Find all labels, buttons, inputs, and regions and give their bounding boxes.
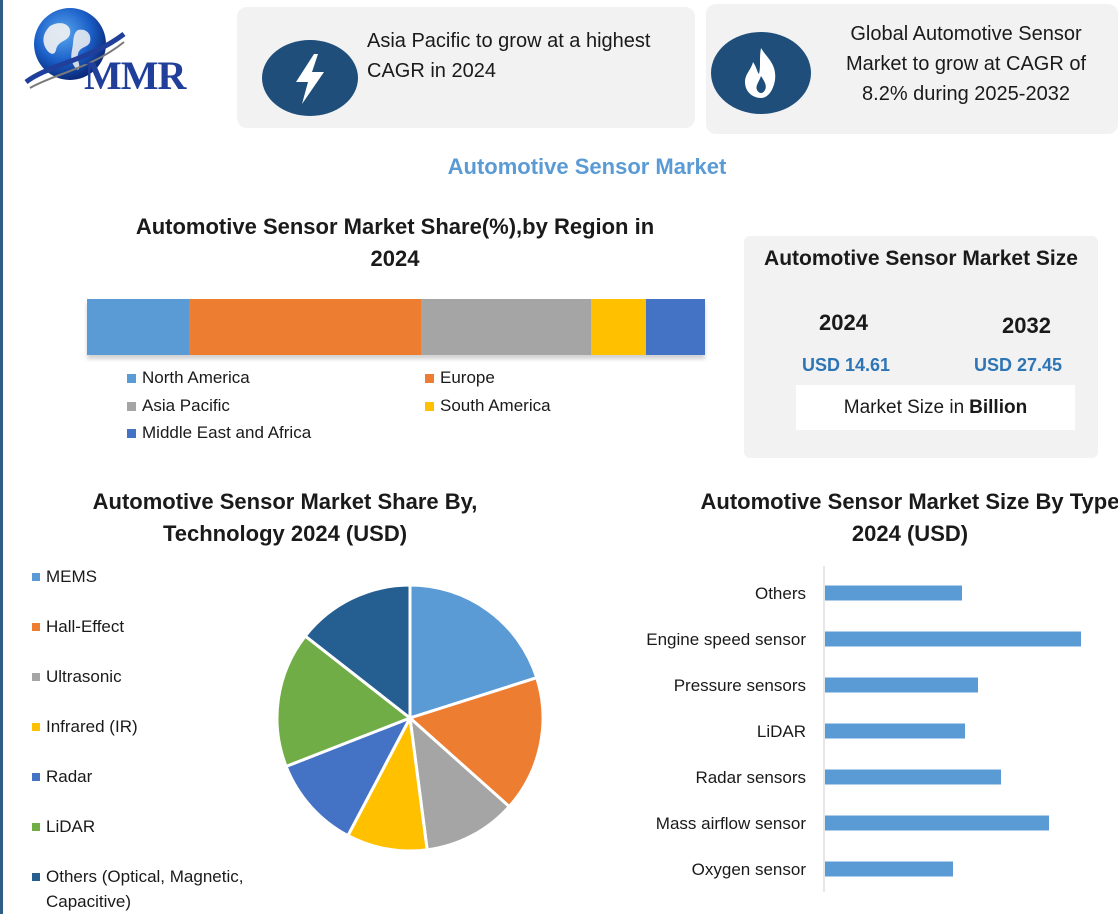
technology-legend-item: Infrared (IR) (32, 714, 272, 739)
type-bar-others (825, 585, 962, 601)
callout-text: Asia Pacific to grow at a highest CAGR i… (367, 30, 651, 82)
region-legend-item: Asia Pacific (127, 396, 230, 416)
technology-legend-item: Ultrasonic (32, 664, 272, 689)
type-category-label: Pressure sensors (674, 676, 806, 695)
pie-slice-mems (408, 583, 539, 721)
market-size-year-2024: 2024 (819, 310, 868, 335)
type-bar-engine-speed-sensor (825, 631, 1081, 647)
type-category-label: Others (755, 584, 806, 603)
type-bar-pressure-sensors (825, 677, 978, 693)
pie-slice-ultrasonic (407, 714, 512, 852)
legend-label: Radar (46, 767, 93, 786)
legend-label: MEMS (46, 567, 97, 586)
technology-legend-item: MEMS (32, 564, 272, 589)
pie-slice-radar (284, 715, 414, 838)
logo-text: MMR (84, 53, 186, 98)
technology-chart-title: Automotive Sensor Market Share By, Techn… (92, 489, 478, 546)
type-bar-lidar (825, 723, 965, 739)
legend-swatch (425, 373, 434, 383)
type-bar-mass-airflow-sensor (825, 815, 1049, 831)
legend-label: Asia Pacific (142, 396, 230, 415)
region-segment-south-america (590, 299, 647, 355)
legend-swatch (32, 673, 40, 681)
pie-slice-hall-effect (407, 675, 545, 809)
callout-text: Global Automotive Sensor Market to grow … (845, 23, 1087, 105)
globe-icon (24, 8, 126, 89)
pie-slice-lidar (275, 633, 413, 769)
legend-swatch (32, 773, 40, 781)
legend-swatch (127, 373, 136, 383)
legend-label: LiDAR (46, 817, 96, 836)
market-size-card: Automotive Sensor Market Size 2024 2032 … (744, 236, 1098, 458)
type-bar-radar-sensors (825, 769, 1001, 785)
region-segment-asia-pacific (420, 299, 591, 355)
pie-slice-infrared-ir (345, 713, 429, 853)
legend-swatch (127, 428, 136, 438)
legend-swatch (32, 723, 40, 731)
legend-swatch (425, 401, 434, 411)
unit-note-prefix: Market Size in (843, 396, 965, 418)
region-segment-europe (188, 299, 421, 355)
type-bar-chart: Others Engine speed sensor Pressure sensor… (646, 566, 1081, 892)
technology-pie-chart (275, 583, 545, 853)
flame-icon (711, 32, 811, 114)
technology-legend-item: LiDAR (32, 814, 272, 839)
region-legend: North America Europe Asia Pacific South Ame… (127, 368, 607, 452)
pie-slice-others-optical-magnetic-capacitive (303, 583, 412, 722)
region-stacked-bar (87, 299, 705, 355)
legend-label: Others (Optical, Magnetic, Capacitive) (46, 867, 244, 911)
page-frame-border (0, 0, 3, 914)
legend-swatch (32, 823, 40, 831)
legend-label: Europe (440, 368, 495, 387)
technology-legend-item: Hall-Effect (32, 614, 272, 639)
type-category-label: LiDAR (757, 722, 806, 741)
callout-global-cagr: Global Automotive Sensor Market to grow … (706, 4, 1118, 134)
lightning-bolt-icon (262, 40, 358, 116)
legend-label: Ultrasonic (46, 667, 122, 686)
region-legend-item: North America (127, 368, 250, 388)
market-size-value-2024: USD 14.61 (802, 355, 891, 375)
type-bar-oxygen-sensor (825, 861, 953, 877)
legend-label: South America (440, 396, 551, 415)
legend-swatch (32, 873, 40, 881)
region-legend-item: Middle East and Africa (127, 423, 311, 443)
market-size-year-2032: 2032 (1002, 313, 1051, 338)
main-title: Automotive Sensor Market (447, 154, 727, 179)
region-segment-middle-east-and-africa (646, 299, 705, 355)
type-category-label: Mass airflow sensor (656, 814, 807, 833)
region-legend-item: South America (425, 396, 551, 416)
unit-note-bold: Billion (969, 396, 1028, 418)
market-size-value-2032: USD 27.45 (974, 355, 1063, 375)
type-chart-title: Automotive Sensor Market Size By Type 20… (700, 489, 1118, 546)
region-segment-north-america (87, 299, 189, 355)
technology-legend: MEMS Hall-Effect Ultrasonic Infrared (IR) Ra… (32, 560, 282, 914)
technology-legend-item: Radar (32, 764, 272, 789)
type-category-label: Engine speed sensor (646, 630, 806, 649)
mmr-logo: MMR (20, 4, 200, 114)
callout-asia-pacific: Asia Pacific to grow at a highest CAGR i… (237, 7, 695, 128)
market-size-unit-note: Market Size in Billion (796, 385, 1075, 430)
technology-legend-item: Others (Optical, Magnetic, Capacitive) (32, 864, 272, 914)
legend-swatch (32, 623, 40, 631)
legend-label: North America (142, 368, 250, 387)
legend-swatch (32, 573, 40, 581)
type-category-label: Oxygen sensor (692, 860, 807, 879)
legend-label: Hall-Effect (46, 617, 125, 636)
legend-label: Middle East and Africa (142, 423, 312, 442)
region-legend-item: Europe (425, 368, 495, 388)
type-category-label: Radar sensors (695, 768, 806, 787)
region-chart-title: Automotive Sensor Market Share(%),by Reg… (135, 214, 655, 271)
legend-label: Infrared (IR) (46, 717, 138, 736)
market-size-title: Automotive Sensor Market Size (764, 247, 1078, 270)
legend-swatch (127, 401, 136, 411)
